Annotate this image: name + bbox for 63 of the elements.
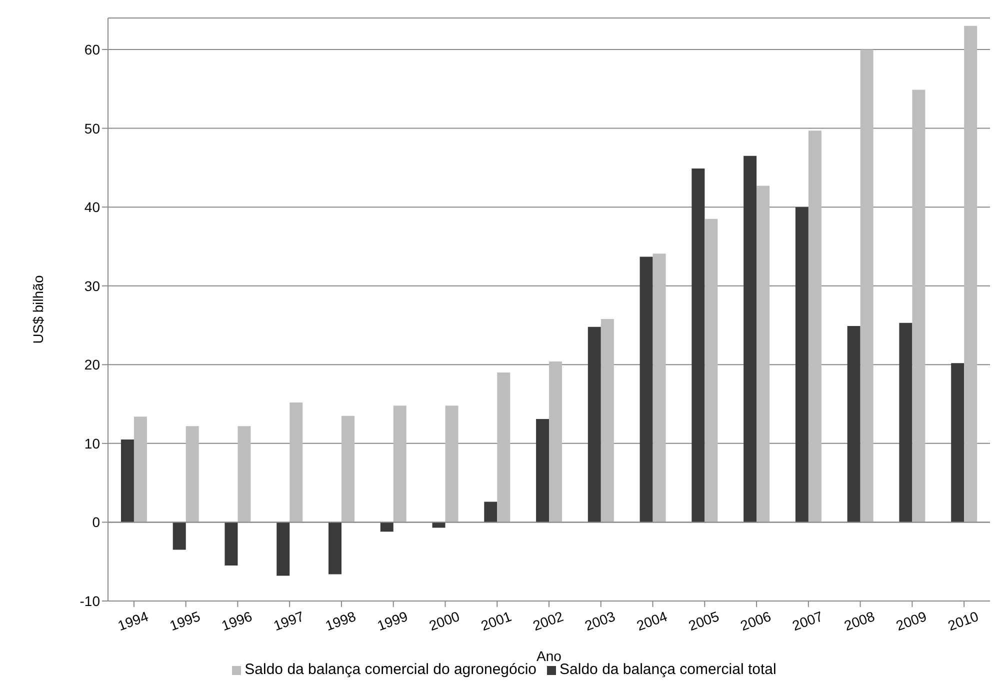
x-tick-label: 2003	[582, 608, 618, 634]
y-tick-label: 60	[84, 41, 100, 58]
bar	[588, 326, 601, 522]
x-tick-label: 2002	[530, 608, 566, 634]
y-tick-label: 30	[84, 278, 100, 294]
bar	[276, 522, 290, 576]
bar	[120, 439, 134, 522]
bar	[860, 50, 874, 522]
bar	[795, 207, 808, 522]
bar	[536, 419, 550, 522]
bar	[951, 363, 964, 522]
x-tick-label: 2000	[426, 608, 462, 634]
bar	[342, 416, 354, 522]
bar	[186, 426, 199, 522]
bar	[756, 186, 770, 522]
y-tick-label: 0	[92, 514, 100, 530]
bar	[692, 168, 705, 522]
x-tick-label: 2004	[634, 608, 670, 634]
x-tick-label: 2006	[738, 608, 774, 634]
x-tick-label: 2009	[894, 608, 929, 634]
bar	[497, 372, 510, 522]
y-tick-label: 50	[84, 120, 100, 136]
bar	[432, 522, 446, 528]
legend-label: Saldo da balança comercial do agronegócio	[244, 661, 537, 678]
x-tick-label: 2001	[478, 608, 514, 634]
bar	[290, 402, 303, 522]
bar	[238, 426, 251, 522]
bar	[847, 326, 860, 522]
legend-label: Saldo da balança comercial total	[560, 661, 776, 678]
x-tick-label: 1997	[271, 608, 306, 634]
y-tick-label: 20	[84, 356, 100, 373]
x-tick-label: 2010	[946, 608, 981, 634]
bar	[134, 416, 147, 522]
bar	[393, 406, 406, 522]
bar	[380, 522, 394, 532]
x-tick-label: 1995	[167, 608, 202, 634]
x-tick-label: 1996	[219, 608, 254, 634]
bar	[484, 502, 498, 522]
bar	[704, 218, 718, 522]
bar	[445, 406, 458, 522]
x-tick-label: 2008	[842, 608, 877, 634]
x-tick-label: 2005	[686, 608, 722, 634]
x-axis-title: Ano	[536, 648, 562, 664]
bar	[744, 156, 757, 522]
bar	[912, 90, 926, 522]
bar	[899, 322, 912, 522]
y-tick-label: 10	[84, 435, 100, 452]
y-axis-title: US$ bilhão	[30, 275, 46, 344]
x-tick-label: 1998	[323, 608, 358, 634]
y-tick-label: 40	[84, 199, 100, 216]
bar	[224, 522, 238, 566]
bar	[640, 256, 653, 522]
bar	[808, 130, 822, 522]
bar	[328, 522, 342, 574]
bar	[172, 522, 186, 550]
bar	[600, 318, 614, 522]
x-tick-label: 1999	[375, 608, 410, 634]
y-tick-label: -10	[80, 592, 100, 609]
x-tick-label: 1994	[116, 608, 151, 634]
bar	[964, 26, 978, 522]
bar	[549, 361, 562, 522]
x-tick-label: 2007	[790, 608, 826, 634]
bar	[652, 254, 666, 522]
